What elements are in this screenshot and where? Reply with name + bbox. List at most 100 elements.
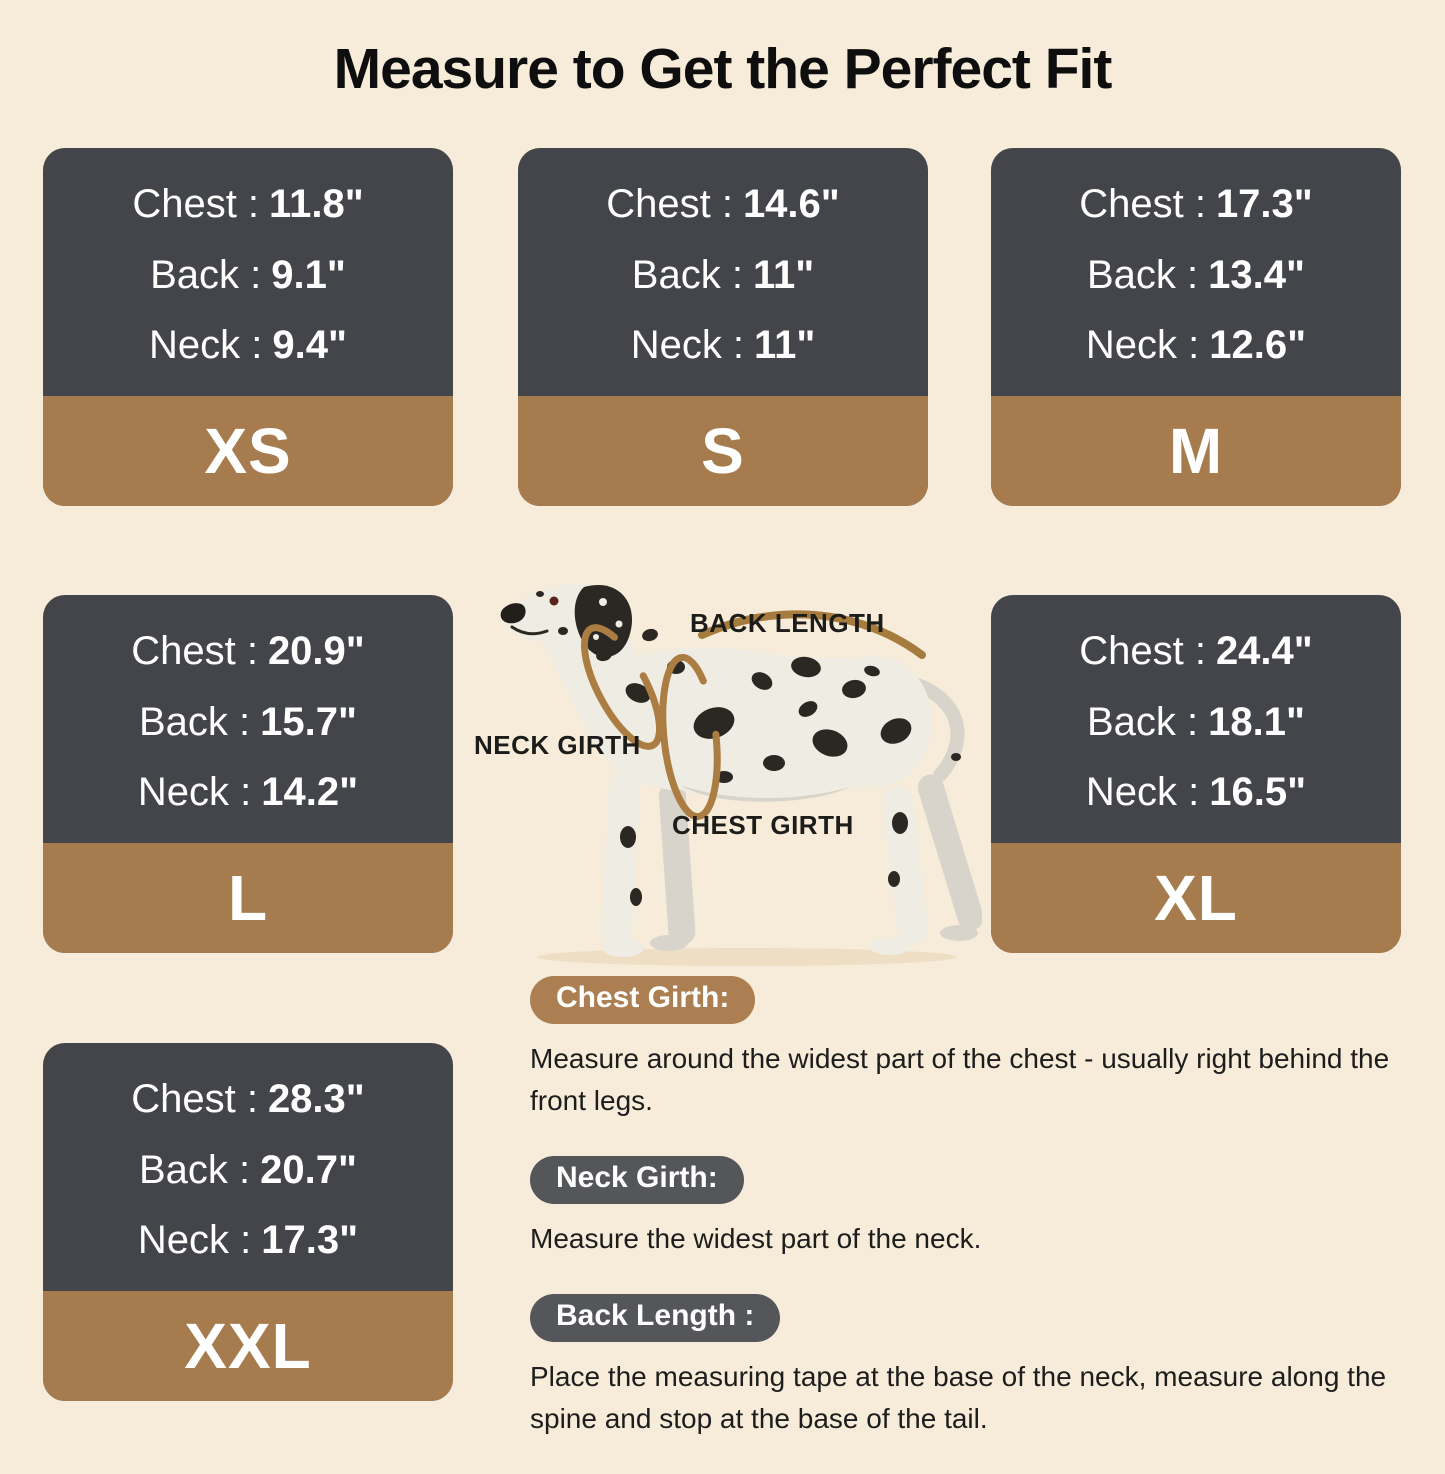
size-band: M: [991, 396, 1401, 506]
back-length-line: [698, 610, 926, 659]
size-card-xs: Chest :11.8" Back :9.1" Neck :9.4" XS: [43, 148, 453, 506]
size-band: S: [518, 396, 928, 506]
guide-back-length: Back Length : Place the measuring tape a…: [530, 1294, 1445, 1440]
measure-value: 11": [754, 323, 816, 368]
measure-value: 14.2": [261, 770, 359, 815]
back-measurement: Back :15.7": [139, 700, 357, 745]
measure-value: 13.4": [1208, 252, 1305, 297]
measure-value: 17.3": [1215, 181, 1313, 226]
neck-measurement: Neck :12.6": [1086, 323, 1306, 368]
dog-tail: [905, 676, 965, 782]
dog-illustration: [500, 583, 982, 966]
measure-label: Chest :: [1079, 181, 1206, 226]
measure-label: Neck :: [1085, 323, 1200, 368]
measure-value: 24.4": [1215, 628, 1313, 673]
measure-value: 16.5": [1209, 770, 1307, 815]
size-band: L: [43, 843, 453, 953]
chest-girth-badge: Chest Girth:: [530, 976, 756, 1024]
measure-label: Neck :: [137, 770, 252, 815]
size-band: XXL: [43, 1291, 453, 1401]
size-card-m-measurements: Chest :17.3" Back :13.4" Neck :12.6": [991, 148, 1401, 396]
size-card-xl-measurements: Chest :24.4" Back :18.1" Neck :16.5": [991, 595, 1401, 843]
size-card-l-measurements: Chest :20.9" Back :15.7" Neck :14.2": [43, 595, 453, 843]
size-label: L: [227, 862, 269, 934]
dog-spots: [536, 591, 961, 906]
size-card-xs-measurements: Chest :11.8" Back :9.1" Neck :9.4": [43, 148, 453, 396]
measure-value: 18.1": [1208, 699, 1305, 744]
guide-neck-girth: Neck Girth: Measure the widest part of t…: [530, 1156, 1445, 1260]
size-label: M: [1168, 415, 1224, 487]
measure-label: Neck :: [1085, 770, 1200, 815]
chest-measurement: Chest :11.8": [132, 182, 363, 227]
size-card-l: Chest :20.9" Back :15.7" Neck :14.2" L: [43, 595, 453, 953]
neck-girth-badge: Neck Girth:: [530, 1156, 744, 1204]
measure-label: Back :: [139, 1147, 251, 1192]
guide-chest-girth: Chest Girth: Measure around the widest p…: [530, 976, 1445, 1122]
neck-measurement: Neck :14.2": [138, 770, 358, 815]
dog-nose: [500, 603, 526, 624]
measure-label: Chest :: [132, 181, 260, 226]
measure-label: Back :: [150, 252, 262, 297]
size-label: XL: [1154, 862, 1238, 934]
neck-measurement: Neck :17.3": [138, 1218, 358, 1263]
chest-measurement: Chest :17.3": [1079, 182, 1313, 227]
measure-label: Chest :: [131, 1076, 258, 1121]
size-card-m: Chest :17.3" Back :13.4" Neck :12.6" M: [991, 148, 1401, 506]
size-label: XS: [204, 415, 292, 487]
dog-measuring-diagram: BACK LENGTH NECK GIRTH CHEST GIRTH: [462, 575, 982, 975]
measure-value: 20.7": [260, 1147, 357, 1192]
measure-label: Chest :: [606, 181, 733, 226]
chest-girth-line: [659, 653, 721, 821]
measure-label: Back :: [1087, 252, 1199, 297]
size-card-xxl-measurements: Chest :28.3" Back :20.7" Neck :17.3": [43, 1043, 453, 1291]
size-band: XL: [991, 843, 1401, 953]
back-measurement: Back :11": [632, 253, 814, 298]
measure-label: Neck :: [137, 1218, 252, 1263]
measure-value: 28.3": [267, 1076, 365, 1121]
size-card-xxl: Chest :28.3" Back :20.7" Neck :17.3" XXL: [43, 1043, 453, 1401]
measure-value: 17.3": [261, 1218, 359, 1263]
measure-value: 15.7": [260, 699, 357, 744]
chest-measurement: Chest :14.6": [606, 182, 840, 227]
back-measurement: Back :18.1": [1087, 700, 1305, 745]
back-measurement: Back :13.4": [1087, 253, 1305, 298]
measure-value: 9.4": [272, 323, 347, 368]
page-title: Measure to Get the Perfect Fit: [333, 37, 1113, 101]
dog-eye: [549, 596, 559, 606]
measure-value: 12.6": [1209, 323, 1307, 368]
chest-measurement: Chest :28.3": [131, 1077, 365, 1122]
size-label: XXL: [184, 1310, 312, 1382]
chest-girth-label: CHEST GIRTH: [672, 810, 854, 840]
measure-label: Chest :: [1079, 628, 1206, 673]
measure-label: Chest :: [131, 628, 258, 673]
chest-measurement: Chest :20.9": [131, 629, 365, 674]
neck-measurement: Neck :16.5": [1086, 770, 1306, 815]
back-measurement: Back :20.7": [139, 1148, 357, 1193]
measure-label: Back :: [139, 699, 251, 744]
measure-value: 11": [752, 252, 815, 297]
size-band: XS: [43, 396, 453, 506]
neck-girth-line: [580, 624, 664, 750]
measure-label: Neck :: [630, 323, 745, 368]
neck-measurement: Neck :9.4": [149, 323, 347, 368]
size-card-xl: Chest :24.4" Back :18.1" Neck :16.5" XL: [991, 595, 1401, 953]
chest-measurement: Chest :24.4": [1079, 629, 1313, 674]
measure-label: Back :: [631, 252, 743, 297]
measure-value: 11.8": [269, 181, 364, 226]
measure-value: 20.9": [267, 628, 365, 673]
size-card-s-measurements: Chest :14.6" Back :11" Neck :11": [518, 148, 928, 396]
back-length-label: BACK LENGTH: [690, 608, 885, 638]
back-measurement: Back :9.1": [150, 253, 346, 298]
neck-girth-label: NECK GIRTH: [474, 730, 641, 760]
size-label: S: [701, 415, 745, 487]
chest-girth-description: Measure around the widest part of the ch…: [530, 1043, 1390, 1116]
back-length-badge: Back Length :: [530, 1294, 781, 1342]
neck-girth-description: Measure the widest part of the neck.: [530, 1223, 982, 1254]
measure-value: 14.6": [742, 181, 840, 226]
measuring-guide: Chest Girth: Measure around the widest p…: [530, 976, 1445, 1474]
measure-label: Neck :: [149, 323, 263, 368]
measure-value: 9.1": [271, 252, 346, 297]
measure-label: Back :: [1087, 699, 1199, 744]
neck-measurement: Neck :11": [631, 323, 816, 368]
back-length-description: Place the measuring tape at the base of …: [530, 1361, 1387, 1434]
